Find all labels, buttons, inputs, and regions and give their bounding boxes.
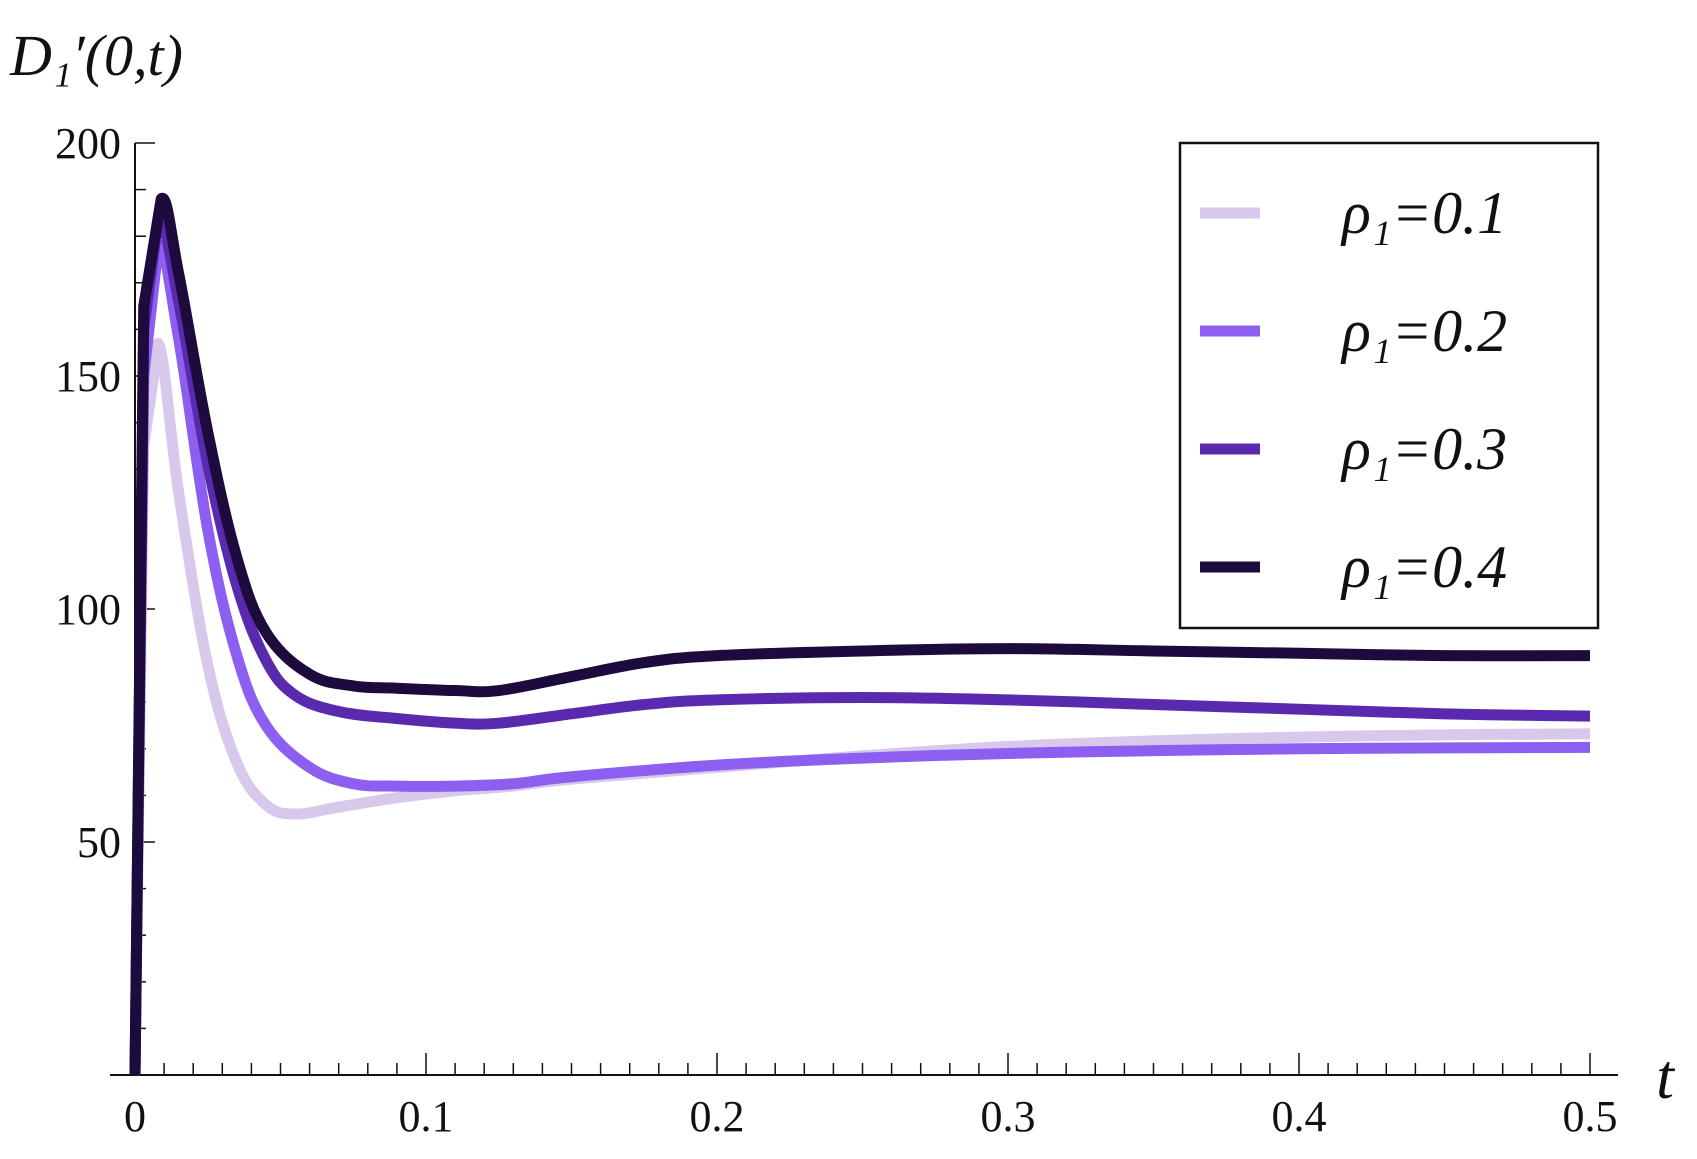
tick-labels: 0 0.1 0.2 0.3 0.4 0.5 50 100 150 200 [55, 119, 1618, 1141]
x-tick-label: 0.2 [690, 1092, 745, 1141]
legend-label-4: ρ₁=0.4 [1340, 534, 1507, 600]
x-tick-label: 0 [124, 1092, 146, 1141]
y-axis-title: D₁′(0,t) [9, 23, 183, 88]
legend-box [1178, 141, 1600, 630]
y-tick-label: 100 [55, 585, 121, 634]
x-tick-label: 0.4 [1272, 1092, 1327, 1141]
x-tick-label: 0.1 [399, 1092, 454, 1141]
series-line-1 [129, 337, 1591, 1076]
axis-titles: D₁′(0,t) t [9, 23, 1676, 1112]
x-tick-label: 0.5 [1563, 1092, 1618, 1141]
y-tick-label: 50 [77, 818, 121, 867]
x-axis-title: t [1656, 1041, 1676, 1112]
series-lines [129, 192, 1591, 1076]
y-tick-label: 200 [55, 119, 121, 168]
legend: ρ₁=0.1 ρ₁=0.2 ρ₁=0.3 ρ₁=0.4 [1178, 141, 1600, 630]
x-tick-label: 0.3 [981, 1092, 1036, 1141]
legend-label-3: ρ₁=0.3 [1340, 416, 1507, 482]
y-tick-label: 150 [55, 352, 121, 401]
legend-label-1: ρ₁=0.1 [1340, 180, 1507, 246]
legend-label-2: ρ₁=0.2 [1340, 298, 1507, 364]
series-line-4 [129, 192, 1591, 1076]
